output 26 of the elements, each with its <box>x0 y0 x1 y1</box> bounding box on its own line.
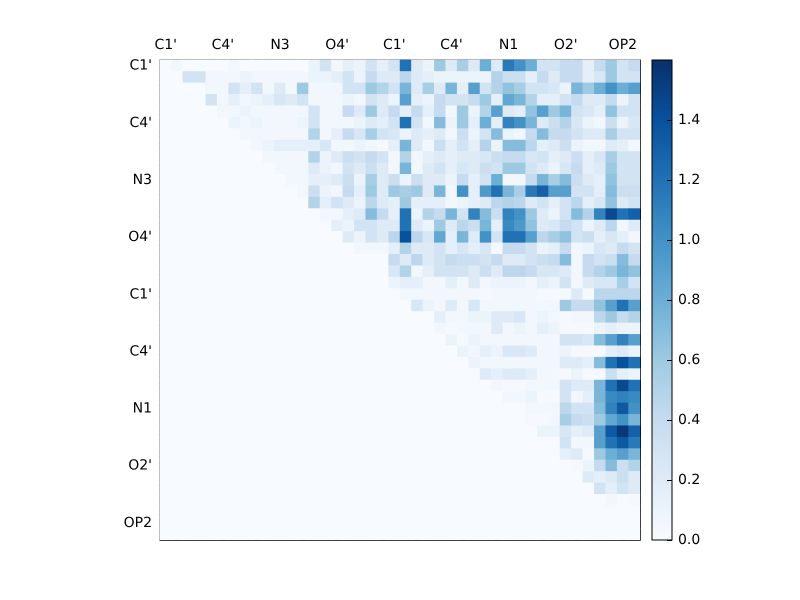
y-tick-label: N3 <box>132 172 152 188</box>
x-tick-label: O4' <box>325 37 350 53</box>
x-tick-label: C4' <box>440 37 463 53</box>
y-tick-label: C4' <box>129 343 152 360</box>
color-bar-label: 0.2 <box>678 472 700 488</box>
y-tick-label: O2' <box>128 458 152 474</box>
color-bar-label: 0.0 <box>678 532 700 548</box>
x-tick-label: C1' <box>383 37 406 53</box>
color-bar-label: 1.2 <box>678 172 700 188</box>
color-bar-label: 1.4 <box>678 112 700 128</box>
x-tick-label: N1 <box>498 37 518 53</box>
x-tick-label: C1' <box>154 37 177 53</box>
y-tick-label: C4' <box>129 114 152 131</box>
y-tick-label: OP2 <box>124 514 152 531</box>
y-tick-label: C1' <box>129 58 152 74</box>
color-bar-label: 0.8 <box>678 292 700 308</box>
x-tick-label: N3 <box>270 37 290 53</box>
color-bar-label: 0.6 <box>678 352 700 368</box>
color-bar-label: 1.0 <box>678 232 700 248</box>
color-bar-label: 0.4 <box>678 412 700 428</box>
y-tick-label: O4' <box>128 229 152 246</box>
x-tick-label: O2' <box>554 37 578 53</box>
x-tick-label: C4' <box>212 37 234 53</box>
x-tick-label: OP2 <box>608 37 638 53</box>
y-tick-label: C1' <box>129 286 152 302</box>
y-tick-label: N1 <box>132 400 152 417</box>
